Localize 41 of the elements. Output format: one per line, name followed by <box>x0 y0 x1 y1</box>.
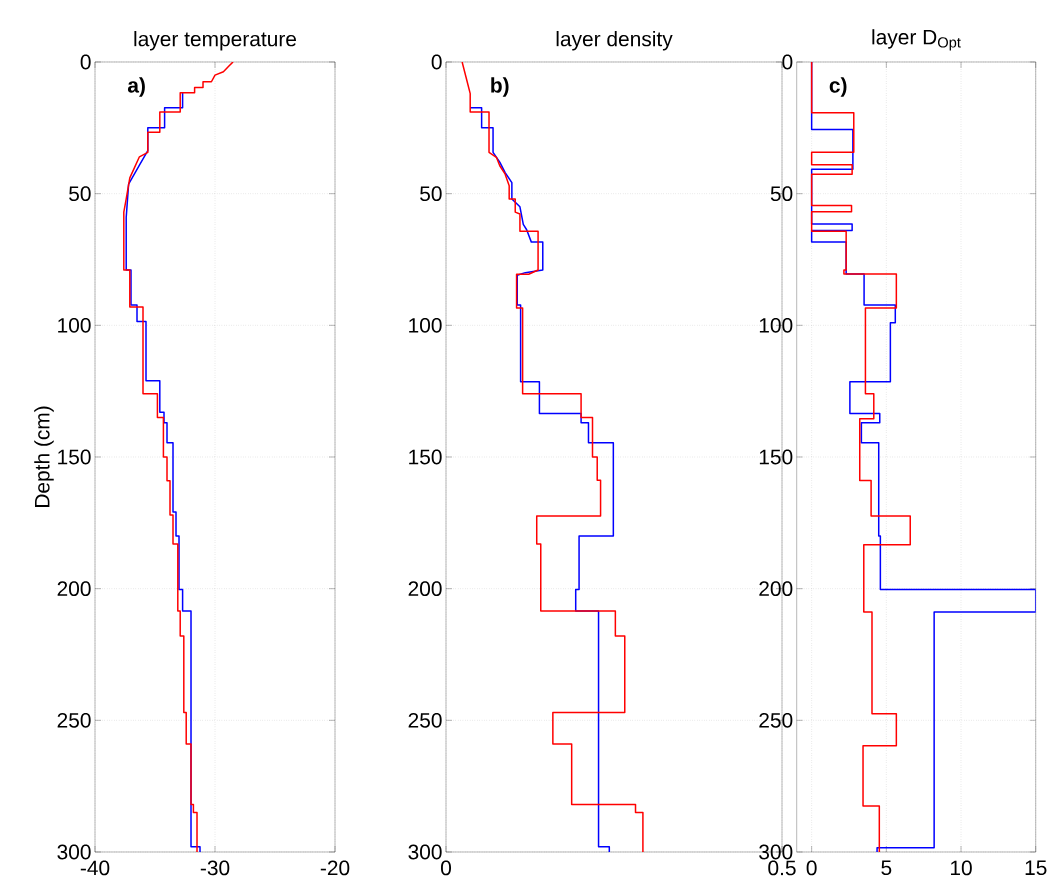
y-tick-label: 300 <box>408 844 442 860</box>
chart-title: layer D$_{Opt}$ <box>872 29 961 51</box>
x-tick-label: -30 <box>200 860 230 876</box>
chart-title: layer density <box>556 31 673 51</box>
y-tick-label: 150 <box>58 449 91 465</box>
annotation: a) <box>127 77 145 97</box>
y-tick-label: 50 <box>770 186 793 202</box>
y-axis-title: Depth (cm) <box>34 406 54 508</box>
y-tick-label: 200 <box>759 581 793 597</box>
y-tick-label: 200 <box>408 581 442 597</box>
y-tick-label: 150 <box>759 449 793 465</box>
y-tick-label: 200 <box>57 581 91 597</box>
y-tick-label: 250 <box>57 712 91 728</box>
annotation: b) <box>491 77 509 97</box>
y-tick-label: 250 <box>408 712 442 728</box>
x-tick-label: -40 <box>80 860 110 876</box>
annotation: c) <box>829 77 847 97</box>
y-tick-label: 0 <box>782 54 793 70</box>
y-tick-label: 300 <box>57 844 91 860</box>
line-series <box>123 61 234 852</box>
line-series <box>810 61 911 852</box>
x-tick-label: 10 <box>950 860 972 876</box>
x-tick-label: 0.5 <box>768 860 796 876</box>
x-tick-label: 5 <box>881 860 892 876</box>
x-tick-label: 0 <box>806 860 817 876</box>
y-tick-label: 50 <box>420 186 442 202</box>
y-tick-label: 300 <box>759 844 793 860</box>
y-tick-label: 50 <box>69 186 91 202</box>
line-series <box>469 107 615 852</box>
y-tick-label: 250 <box>759 712 793 728</box>
y-tick-label: 100 <box>58 317 91 333</box>
y-tick-label: 150 <box>409 449 442 465</box>
y-tick-label: 0 <box>431 54 442 70</box>
chart-title: layer temperature <box>134 31 297 51</box>
x-tick-label: -20 <box>320 860 350 876</box>
y-tick-label: 0 <box>80 54 91 70</box>
x-tick-label: 15 <box>1025 860 1047 876</box>
y-tick-label: 100 <box>759 317 793 333</box>
x-tick-label: 0 <box>441 860 452 876</box>
y-tick-label: 100 <box>409 317 442 333</box>
line-series <box>461 61 644 852</box>
